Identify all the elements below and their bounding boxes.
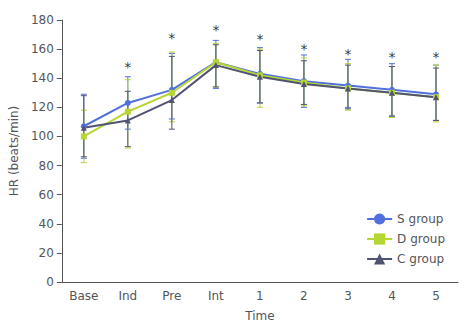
svg-text:60: 60 xyxy=(39,188,54,202)
svg-text:HR (beats/min): HR (beats/min) xyxy=(7,106,21,197)
svg-text:1: 1 xyxy=(256,289,264,303)
svg-text:20: 20 xyxy=(39,246,54,260)
svg-text:*: * xyxy=(256,31,263,47)
svg-text:D group: D group xyxy=(397,232,445,246)
svg-text:0: 0 xyxy=(46,275,54,289)
svg-text:180: 180 xyxy=(31,13,54,27)
svg-text:*: * xyxy=(344,46,351,62)
svg-text:160: 160 xyxy=(31,42,54,56)
svg-text:2: 2 xyxy=(300,289,308,303)
svg-text:Pre: Pre xyxy=(162,289,181,303)
svg-text:120: 120 xyxy=(31,100,54,114)
svg-text:Base: Base xyxy=(69,289,98,303)
svg-text:*: * xyxy=(300,41,307,57)
svg-text:*: * xyxy=(432,49,439,65)
svg-text:Int: Int xyxy=(208,289,224,303)
svg-text:C group: C group xyxy=(397,252,444,266)
svg-text:100: 100 xyxy=(31,129,54,143)
svg-text:80: 80 xyxy=(39,159,54,173)
svg-text:*: * xyxy=(212,22,219,38)
svg-text:*: * xyxy=(124,59,131,75)
svg-text:5: 5 xyxy=(432,289,440,303)
svg-text:*: * xyxy=(388,49,395,65)
svg-text:3: 3 xyxy=(344,289,352,303)
svg-text:40: 40 xyxy=(39,217,54,231)
svg-text:*: * xyxy=(168,30,175,46)
svg-text:Ind: Ind xyxy=(118,289,137,303)
svg-text:140: 140 xyxy=(31,71,54,85)
svg-text:Time: Time xyxy=(244,309,274,323)
svg-text:S group: S group xyxy=(397,212,443,226)
svg-text:4: 4 xyxy=(388,289,396,303)
